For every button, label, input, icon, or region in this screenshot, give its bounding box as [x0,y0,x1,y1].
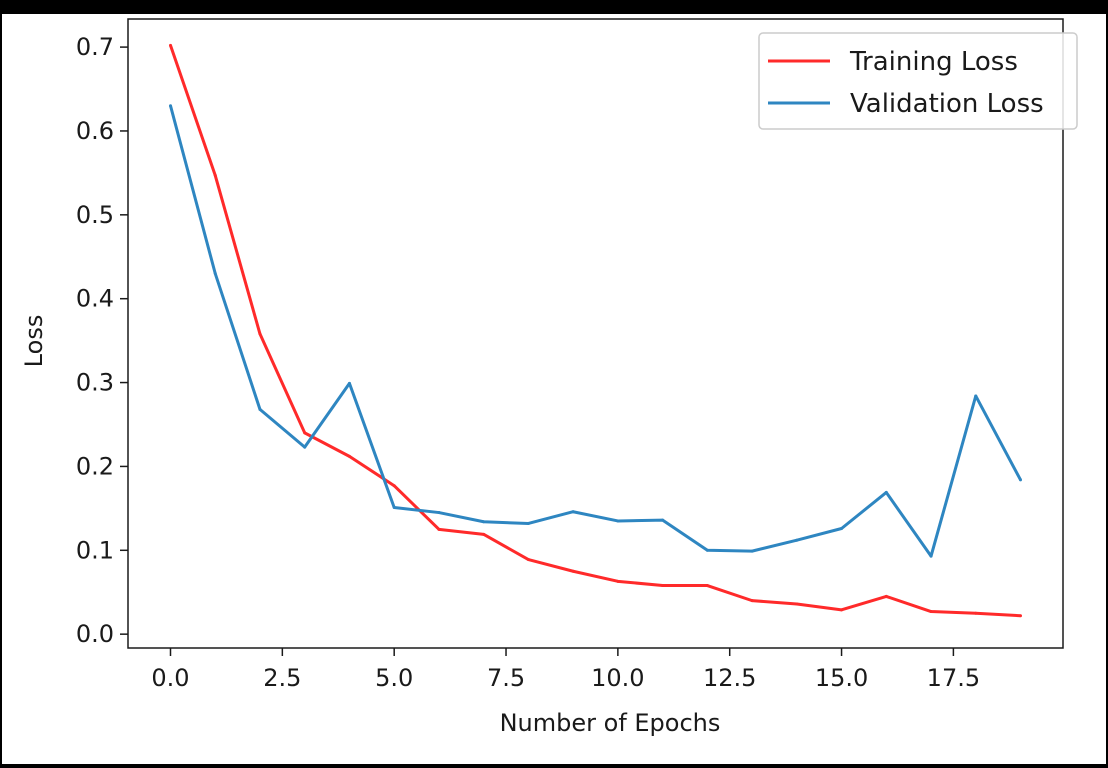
data-point-validation-loss [974,394,978,398]
data-point-training-loss [705,584,709,588]
data-point-training-loss [169,43,172,47]
x-axis: 0.0 2.5 5.0 7.5 10.0 12.5 15.0 17.5 [151,648,980,692]
data-point-training-loss [392,484,396,488]
data-point-validation-loss [795,538,799,542]
data-point-validation-loss [526,521,530,525]
data-point-validation-loss [213,272,217,276]
x-tick-label: 10.0 [591,664,644,692]
x-tick-label: 15.0 [815,664,868,692]
y-tick-label: 0.0 [76,620,114,648]
y-tick-label: 0.2 [76,452,114,480]
data-point-training-loss [974,611,978,615]
data-point-training-loss [482,532,486,536]
data-point-training-loss [929,610,933,614]
data-point-validation-loss [616,519,620,523]
x-axis-title: Number of Epochs [500,709,721,737]
legend-label-training-loss: Training Loss [849,47,1018,77]
y-tick-label: 0.4 [76,285,114,313]
data-point-validation-loss [437,511,441,515]
data-point-validation-loss [840,526,844,530]
data-point-training-loss [840,608,844,612]
y-tick-label: 0.1 [76,536,114,564]
y-tick-label: 0.7 [76,33,114,61]
data-point-training-loss [526,558,530,562]
data-point-validation-loss [482,520,486,524]
legend: Training Loss Validation Loss [758,32,1078,130]
data-point-validation-loss [750,549,754,553]
data-point-validation-loss [929,554,933,558]
y-tick-label: 0.3 [76,369,114,397]
series-line-validation-loss [169,105,1022,558]
data-point-training-loss [1019,614,1022,618]
y-tick-label: 0.6 [76,117,114,145]
data-point-training-loss [616,579,620,583]
x-tick-label: 17.5 [927,664,980,692]
y-axis-title: Loss [20,315,48,368]
plot-area [127,18,1064,649]
y-tick-label: 0.5 [76,201,114,229]
data-point-training-loss [884,594,888,598]
x-tick-label: 0.0 [151,664,189,692]
data-point-validation-loss [661,518,665,522]
data-point-validation-loss [1019,478,1022,482]
data-point-training-loss [303,431,307,435]
legend-box [758,32,1078,130]
data-point-validation-loss [392,506,396,510]
data-point-validation-loss [169,104,172,108]
data-point-training-loss [795,602,799,606]
series-layer [169,43,1022,618]
data-point-validation-loss [303,445,307,449]
data-point-validation-loss [705,548,709,552]
x-tick-label: 7.5 [487,664,525,692]
data-point-validation-loss [571,510,575,514]
data-point-validation-loss [884,490,888,494]
data-point-training-loss [437,527,441,531]
data-point-training-loss [571,569,575,573]
data-point-training-loss [347,454,351,458]
x-tick-label: 5.0 [375,664,413,692]
data-point-validation-loss [347,381,351,385]
x-tick-label: 12.5 [703,664,756,692]
data-point-training-loss [258,332,262,336]
y-axis: 0.0 0.1 0.2 0.3 0.4 0.5 0.6 0.7 [76,33,128,648]
legend-label-validation-loss: Validation Loss [850,89,1044,119]
series-line-training-loss [169,44,1021,618]
data-point-validation-loss [258,407,262,411]
data-point-training-loss [661,584,665,588]
data-point-training-loss [213,173,217,177]
data-point-training-loss [750,599,754,603]
x-tick-label: 2.5 [263,664,301,692]
